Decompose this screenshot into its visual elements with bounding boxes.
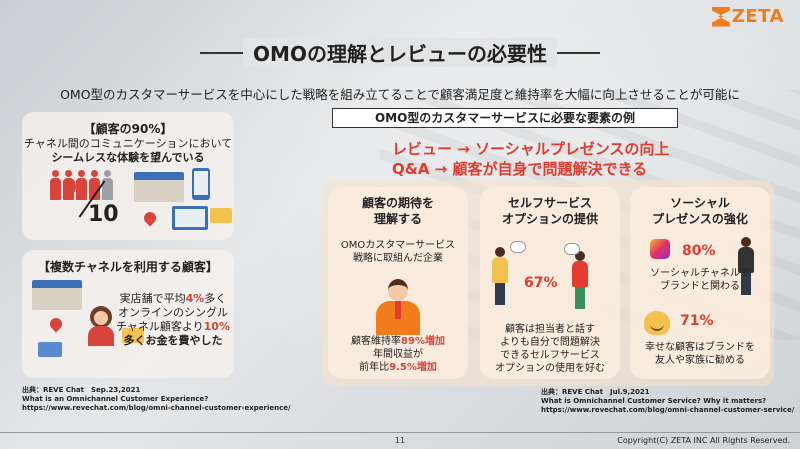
zeta-logo-icon <box>711 6 730 27</box>
person-icon <box>76 170 87 200</box>
store-icon <box>32 280 82 310</box>
multichannel-stat-text: 実店舗で平均4%多く オンラインのシングル チャネル顧客より10% 多くお金を費… <box>115 292 230 347</box>
person-icon <box>50 170 61 200</box>
zeta-logo-text: ZETA <box>731 6 784 27</box>
businessman-icon <box>376 279 420 335</box>
highlight-line-qa: Q&A → 顧客が自身で問題解決できる <box>392 160 648 178</box>
person-figure-icon <box>572 251 588 309</box>
feature-card-social-presence: ソーシャル プレゼンスの強化 80% ソーシャルチャネルで ブランドと関わる 71%… <box>630 187 770 379</box>
location-pin-icon <box>47 315 65 333</box>
happy-face-icon <box>644 311 670 335</box>
feature-card-self-service: セルフサービス オプションの提供 67% 顧客は担当者と話す よりも自分で問題解決 … <box>480 187 620 379</box>
source-citation-1: 出典：REVE Chat Sep.23,2021 What is an Omni… <box>22 386 291 412</box>
people-icons <box>50 170 113 200</box>
mail-icon <box>122 328 144 343</box>
mail-icon <box>210 208 232 223</box>
footer-divider <box>0 432 800 433</box>
panel-heading: 【顧客の90%】 <box>83 122 173 136</box>
search-bubble-icon <box>564 243 580 255</box>
laptop-icon <box>172 206 208 230</box>
feature-description: 顧客は担当者と話す よりも自分で問題解決 できるセルフサービス オプションの使用を好… <box>495 324 605 374</box>
ratio-denominator: 10 <box>88 202 119 227</box>
highlight-line-review: レビュー → ソーシャルプレゼンスの向上 <box>392 140 670 158</box>
feature-heading: セルフサービス オプションの提供 <box>501 196 598 226</box>
panel-heading: 【複数チャネルを利用する顧客】 <box>38 260 218 274</box>
page-subtitle: OMO型のカスタマーサービスを中心にした戦略を組み立てることで顧客満足度と維持率… <box>60 87 740 102</box>
person-figure-icon <box>492 247 508 305</box>
feature-heading: 顧客の期待を 理解する <box>361 196 434 226</box>
store-icon <box>134 172 184 202</box>
multichannel-customers-panel: 【複数チャネルを利用する顧客】 実店舗で平均4%多く オンラインのシングル チャ… <box>22 250 234 378</box>
panel-line: チャネル間のコミュニケーションにおいて <box>23 137 233 150</box>
feature-stats: 顧客維持率89%増加 年間収益が 前年比9.5%増加 <box>351 336 445 373</box>
example-box-title: OMO型のカスタマーサービスに必要な要素の例 <box>332 108 678 128</box>
title-bar: OMOの理解とレビューの必要性 <box>0 36 800 68</box>
location-pin-icon <box>141 209 159 227</box>
social-percent-71: 71% <box>680 313 714 329</box>
person-icon <box>63 170 74 200</box>
credit-card-icon <box>38 342 62 357</box>
customers-90-panel: 【顧客の90%】 チャネル間のコミュニケーションにおいて シームレスな体験を望ん… <box>22 112 234 240</box>
source-citation-2: 出典：REVE Chat Jul.9,2021 What is Omnichan… <box>541 388 795 414</box>
page-title: OMOの理解とレビューの必要性 <box>243 38 557 67</box>
speech-bubble-icon <box>510 241 526 253</box>
customer-avatar <box>88 306 114 346</box>
self-service-percent: 67% <box>524 275 558 291</box>
smartphone-icon <box>192 168 210 200</box>
feature-card-understand-expectations: 顧客の期待を 理解する OMOカスタマーサービス 戦略に取組んだ企業 顧客維持率89… <box>328 187 468 379</box>
social-stat-text-1: ソーシャルチャネルで ブランドと関わる <box>650 268 750 292</box>
social-stat-text-2: 幸せな顧客はブランドを 友人や家族に勧める <box>645 342 755 366</box>
person-icon <box>102 170 113 200</box>
panel-line-bold: シームレスな体験を望んでいる <box>51 151 205 164</box>
feature-intro: OMOカスタマーサービス 戦略に取組んだ企業 <box>340 240 456 264</box>
ratio-numerator: 9 <box>62 176 78 201</box>
person-with-phone-icon <box>738 237 754 295</box>
copyright-text: Copyright(C) ZETA INC All Rights Reserve… <box>617 436 790 445</box>
person-icon <box>89 170 100 200</box>
instagram-icon <box>650 239 670 259</box>
page-number: 11 <box>394 436 406 445</box>
feature-heading: ソーシャル プレゼンスの強化 <box>652 196 748 226</box>
zeta-logo: ZETA <box>711 6 784 27</box>
social-percent-80: 80% <box>682 243 716 259</box>
